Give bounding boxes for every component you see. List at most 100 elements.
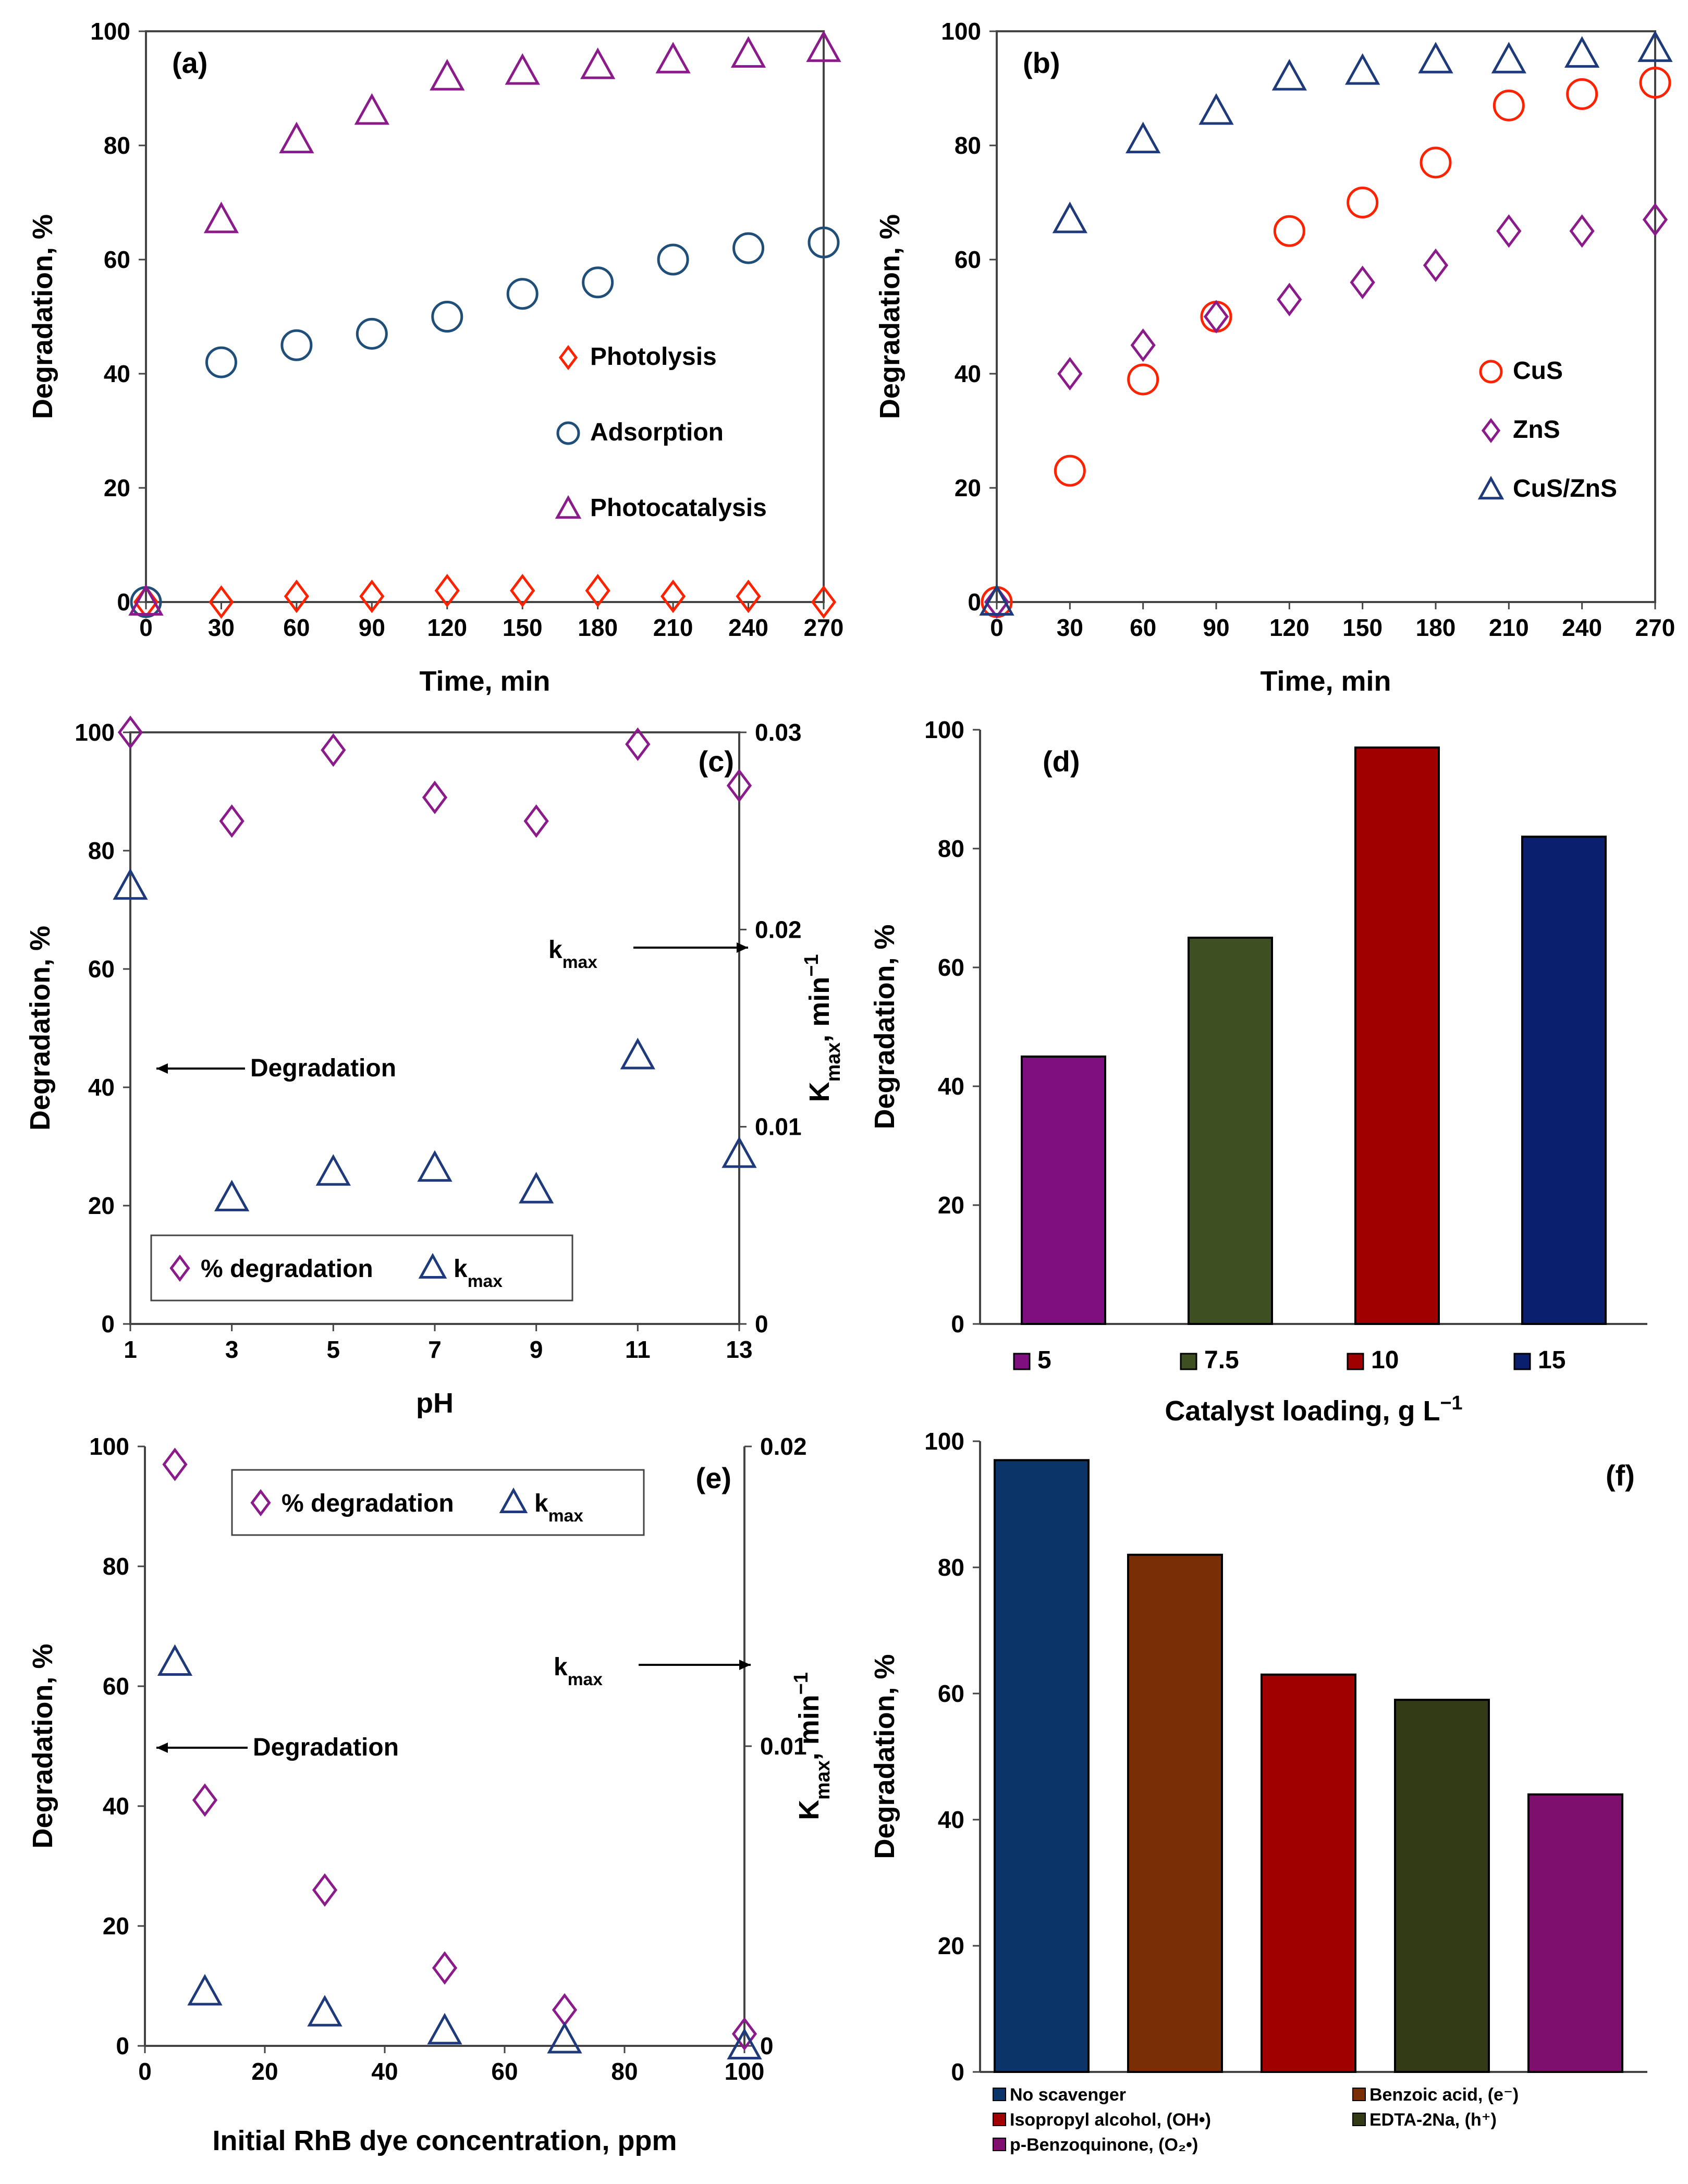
x-tick-label: 210 (1489, 614, 1529, 641)
x-tick-label: 120 (427, 614, 467, 641)
y-tick-label: 40 (103, 1793, 129, 1820)
data-point-photolysis (510, 573, 535, 608)
x-tick-label: 90 (1203, 614, 1229, 641)
annotation-label: kmax (554, 1653, 603, 1689)
y-tick-label: 0 (951, 2058, 964, 2085)
bar-5 (1527, 1793, 1623, 2073)
data-point-degradation (162, 1447, 188, 1481)
data-point-adsorption (205, 346, 237, 378)
y-tick-label: 100 (90, 18, 130, 45)
legend-label: Benzoic acid, (e⁻) (1369, 2085, 1519, 2105)
y-tick-label: 60 (938, 1680, 964, 1707)
x-tick-label: 90 (359, 614, 385, 641)
y2-tick-label: 0.01 (755, 1113, 802, 1140)
y-tick-label: 60 (88, 955, 115, 983)
y-tick-label: 0 (101, 1310, 115, 1338)
data-point-photocatalysis (655, 42, 691, 73)
x-axis-label: Initial RhB dye concentration, ppm (212, 2125, 677, 2156)
data-point-kmax (721, 1136, 757, 1168)
y-tick-label: 20 (103, 1912, 129, 1940)
x-axis-label: pH (416, 1388, 454, 1419)
data-point-cus-zns (1052, 201, 1087, 234)
x-tick-label: 0 (138, 2058, 152, 2085)
y2-axis-label: Kmax, min−1 (790, 1672, 834, 1820)
y-axis-label: Degradation, % (27, 214, 58, 419)
y2-tick-label: 0 (755, 1310, 768, 1338)
y-tick-label: 80 (938, 835, 964, 862)
data-point-photolysis (736, 579, 761, 614)
kmax-arrow-head (737, 942, 748, 953)
data-point-cus-zns (1271, 59, 1307, 91)
legend-marker (499, 1487, 528, 1513)
y-tick-label: 40 (938, 1073, 964, 1100)
panel-a: 0 30 60 90 120 150 180 210 240 270020406080100Tim… (27, 18, 843, 697)
legend-marker (558, 345, 578, 371)
y-tick-label: 20 (938, 1932, 964, 1959)
data-point-photocatalysis (430, 59, 465, 91)
data-point-kmax (620, 1037, 655, 1070)
x-tick-label: 9 (530, 1336, 543, 1363)
data-point-degradation (625, 727, 651, 761)
x-tick-label: 150 (503, 614, 543, 641)
panel-e: 0 20 40 60 80 10002040608010000.010.02Initial… (27, 1433, 834, 2156)
data-point-cus-zns (1198, 93, 1234, 125)
y-tick-label: 20 (88, 1192, 115, 1219)
data-point-photolysis (359, 579, 385, 614)
x-tick-label: 5 (327, 1336, 340, 1363)
data-point-cus (1493, 89, 1525, 121)
x-tick-label: 3 (225, 1336, 239, 1363)
y2-axis-label: Kmax, min−1 (801, 954, 845, 1102)
data-point-degradation (117, 715, 143, 750)
data-point-cus-zns (979, 584, 1014, 616)
data-point-kmax (417, 1150, 452, 1182)
legend-swatch (993, 2088, 1006, 2101)
data-point-kmax (157, 1644, 193, 1676)
x-tick-label: 30 (1057, 614, 1083, 641)
y-tick-label: 100 (89, 1433, 129, 1460)
y-tick-label: 80 (104, 132, 130, 159)
data-point-kmax (519, 1172, 554, 1204)
data-point-adsorption (657, 243, 689, 276)
y2-tick-label: 0 (760, 2032, 774, 2059)
legend-label: ZnS (1513, 416, 1560, 444)
data-point-cus-zns (1126, 121, 1161, 154)
data-point-cus (1347, 187, 1379, 218)
data-point-adsorption (356, 317, 388, 350)
x-tick-label: 120 (1269, 614, 1310, 641)
plot-frame (145, 30, 825, 603)
y-axis-label: Degradation, % (27, 1643, 58, 1848)
data-point-kmax (547, 2021, 582, 2054)
y-tick-label: 40 (955, 360, 981, 387)
panel-label: (a) (172, 46, 207, 79)
legend-swatch (1013, 1353, 1031, 1370)
legend-label: Photolysis (590, 343, 717, 371)
x-tick-label: 60 (491, 2058, 518, 2085)
legend-label: CuS (1513, 357, 1563, 385)
legend-swatch (993, 2113, 1006, 2126)
y-tick-label: 40 (104, 360, 130, 387)
annotation-label: Degradation (250, 1054, 396, 1082)
data-point-kmax (727, 2028, 762, 2060)
y-axis-label: Degradation, % (25, 926, 56, 1131)
data-point-photocatalysis (279, 121, 314, 154)
y-tick-label: 80 (938, 1554, 964, 1581)
x-tick-label: 150 (1342, 614, 1383, 641)
legend-marker (1479, 360, 1503, 384)
legend-marker (556, 421, 580, 445)
data-point-zns (1496, 214, 1522, 248)
x-tick-label: 80 (611, 2058, 638, 2085)
x-tick-label: 210 (653, 614, 693, 641)
y-tick-label: 100 (924, 1428, 964, 1455)
legend-label: kmax (534, 1490, 583, 1526)
data-point-cus (1127, 363, 1159, 396)
data-point-photolysis (585, 573, 610, 608)
panel-label: (d) (1043, 745, 1080, 778)
data-point-photocatalysis (203, 201, 239, 234)
x-tick-label: 180 (578, 614, 618, 641)
data-point-photolysis (660, 579, 686, 614)
x-tick-label: 60 (283, 614, 310, 641)
data-point-adsorption (732, 232, 765, 264)
x-tick-label: 60 (1130, 614, 1156, 641)
x-tick-label: 240 (1562, 614, 1602, 641)
legend-label: CuS/ZnS (1513, 475, 1617, 502)
